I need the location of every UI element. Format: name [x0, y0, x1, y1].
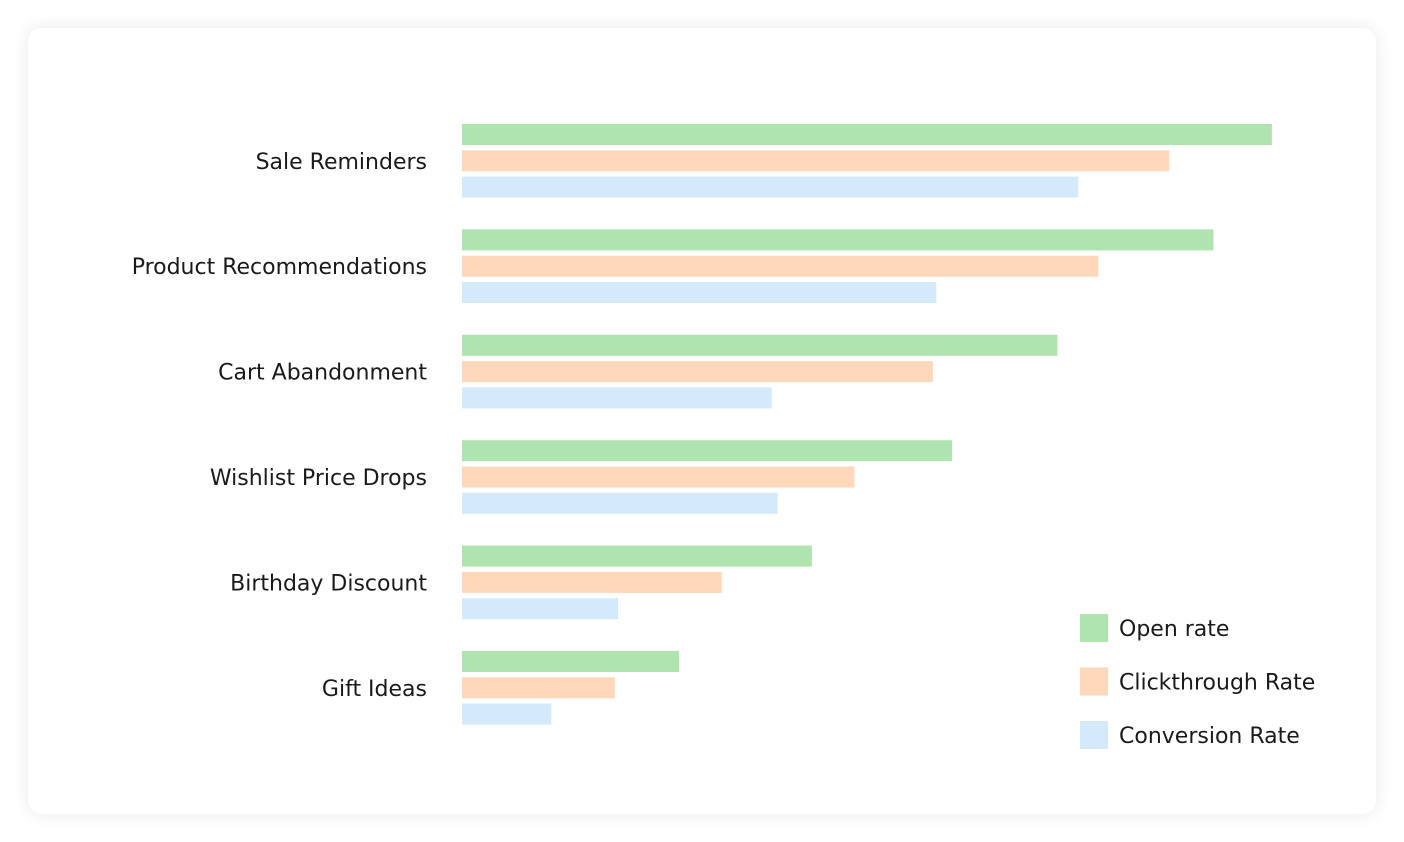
bar-product-recommendations-open-rate	[462, 229, 1214, 251]
bar-chart: Sale Reminders Product Recommendations Car…	[132, 124, 1315, 749]
bar-group-wishlist-price-drops: Wishlist Price Drops	[210, 440, 953, 514]
bar-birthday-discount-conversion-rate	[462, 598, 619, 620]
category-label: Birthday Discount	[230, 571, 427, 596]
bar-sale-reminders-open-rate	[462, 124, 1272, 145]
bar-gift-ideas-open-rate	[462, 651, 680, 672]
legend-swatch	[1080, 614, 1108, 642]
bar-group-cart-abandonment: Cart Abandonment	[218, 334, 1058, 409]
category-label: Gift Ideas	[322, 677, 427, 702]
legend-item-clickthrough-rate: Clickthrough Rate	[1080, 667, 1315, 696]
bar-group-product-recommendations: Product Recommendations	[132, 229, 1214, 303]
bar-sale-reminders-clickthrough-rate	[462, 150, 1170, 172]
category-label: Product Recommendations	[132, 255, 427, 280]
bar-cart-abandonment-clickthrough-rate	[462, 361, 933, 383]
legend-label: Open rate	[1119, 617, 1229, 642]
bar-cart-abandonment-open-rate	[462, 334, 1058, 356]
category-label: Cart Abandonment	[218, 361, 427, 386]
bar-wishlist-price-drops-clickthrough-rate	[462, 466, 855, 488]
category-label: Wishlist Price Drops	[210, 466, 427, 491]
bar-birthday-discount-open-rate	[462, 545, 812, 567]
bar-birthday-discount-clickthrough-rate	[462, 571, 722, 593]
legend-item-open-rate: Open rate	[1080, 614, 1229, 642]
bar-wishlist-price-drops-open-rate	[462, 440, 953, 462]
category-label: Sale Reminders	[256, 150, 427, 175]
legend-item-conversion-rate: Conversion Rate	[1080, 721, 1300, 749]
chart-card: Sale Reminders Product Recommendations Car…	[28, 28, 1376, 814]
bar-cart-abandonment-conversion-rate	[462, 387, 772, 409]
bar-gift-ideas-conversion-rate	[462, 703, 552, 725]
bar-product-recommendations-conversion-rate	[462, 282, 937, 303]
bar-sale-reminders-conversion-rate	[462, 176, 1079, 198]
legend-swatch	[1080, 721, 1108, 749]
bar-group-gift-ideas: Gift Ideas	[322, 651, 680, 725]
legend-label: Clickthrough Rate	[1119, 671, 1315, 696]
legend-swatch	[1080, 667, 1108, 696]
bar-group-birthday-discount: Birthday Discount	[230, 545, 812, 620]
bar-wishlist-price-drops-conversion-rate	[462, 492, 778, 514]
legend-label: Conversion Rate	[1119, 724, 1300, 749]
bar-group-sale-reminders: Sale Reminders	[256, 124, 1272, 198]
bar-gift-ideas-clickthrough-rate	[462, 677, 615, 699]
legend: Open rate Clickthrough Rate Conversion Rat…	[1080, 614, 1315, 749]
bar-product-recommendations-clickthrough-rate	[462, 255, 1099, 277]
